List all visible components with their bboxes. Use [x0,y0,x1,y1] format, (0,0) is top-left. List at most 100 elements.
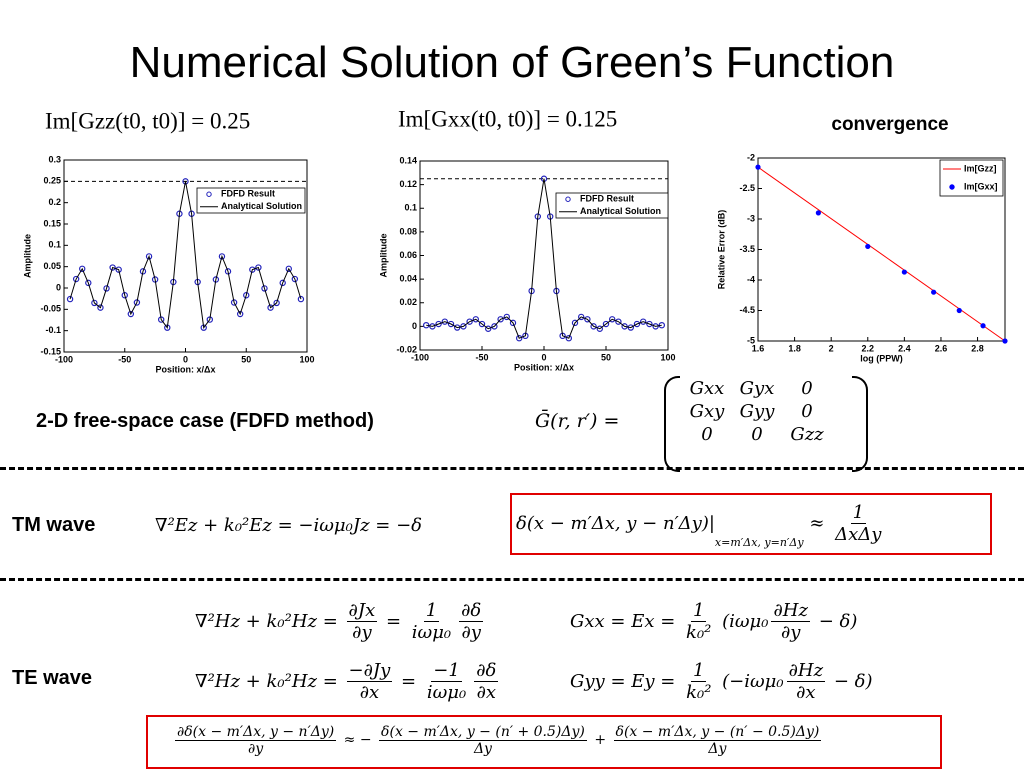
y-tick-label: -4 [747,274,755,284]
equation: ∂δ(x − m′Δx, y − n′Δy) ∂y ≈ − δ(x − m′Δx,… [172,717,824,763]
data-point [249,266,256,273]
data-point [485,325,492,332]
legend-label: Analytical Solution [221,201,302,211]
data-point [447,320,455,328]
data-point [236,310,244,318]
y-tick-label: -0.05 [40,304,61,314]
x-tick-label: 2.2 [862,343,875,353]
y-tick-label: 0.25 [43,176,61,186]
y-tick-label: 0.14 [399,155,417,165]
y-tick-label: -2.5 [739,183,755,193]
x-tick-label: 2.6 [935,343,948,353]
data-point [571,319,579,327]
math-text: (−iωμ₀ [716,670,784,692]
chart-title: Im[Gzz(t0, t0)] = 0.25 [45,108,250,133]
data-point [291,275,299,283]
legend-symbol [565,196,571,202]
math-text: − δ) [828,670,873,692]
fraction: ∂Hz ∂x [786,659,826,703]
x-tick-label: 1.6 [752,343,765,353]
data-point [516,334,523,342]
data-point [578,313,585,321]
y-tick-label: 0.12 [399,179,417,189]
data-point [466,318,473,325]
y-tick-label: -0.1 [45,325,61,335]
data-point [127,310,135,318]
x-tick-label: 0 [183,354,188,364]
numerator: δ(x − m′Δx, y − (n′ − 0.5)Δy) [613,723,822,741]
y-tick-label: 0 [412,321,417,331]
numerator: 1 [850,501,867,524]
data-point [91,299,98,307]
data-point [297,295,305,303]
data-point [980,323,986,329]
numerator: 1 [423,599,440,622]
numerator: δ(x − m′Δx, y − (n′ + 0.5)Δy) [379,723,587,741]
numerator: 1 [690,599,707,622]
x-tick-label: 1.8 [788,343,801,353]
data-point [865,243,871,250]
denominator: k₀² [686,621,712,643]
matrix-entry: Gyy [739,401,775,422]
y-tick-label: -2 [747,152,755,162]
fraction: −1 iωμ₀ [425,660,468,703]
x-tick-label: 2.8 [971,343,984,353]
data-point [596,325,604,332]
separator [0,467,1024,470]
data-point [956,307,962,314]
y-tick-label: 0.3 [48,154,61,164]
data-point [815,210,821,216]
data-point [602,320,610,328]
denominator: ∂x [476,681,497,703]
data-point [646,320,653,328]
x-axis-label: Position: x/Δx [156,364,216,374]
legend-box [555,192,669,219]
data-point [509,319,517,327]
denominator: ∂x [359,681,380,703]
highlight-box [510,493,992,555]
data-point [273,299,280,307]
legend-label: Analytical Solution [580,206,661,216]
y-tick-label: 0 [56,282,61,292]
data-point [584,316,591,323]
slide-title: Numerical Solution of Green’s Function [129,38,895,87]
x-tick-label: -100 [55,354,73,364]
equation: δ(x − m′Δx, y − n′Δy)| x=m′Δx, y=n′Δy ≈ 1… [516,497,886,550]
fraction: ∂δ(x − m′Δx, y − n′Δy) ∂y [175,724,337,757]
fraction: ∂Jx ∂y [346,600,378,643]
data-point [85,279,92,287]
data-point [609,316,616,323]
fraction: 1 k₀² [684,600,713,643]
denominator: k₀² [686,681,712,703]
y-tick-label: 0.02 [399,297,417,307]
y-tick-label: 0.08 [399,226,417,236]
data-point [590,323,597,330]
equation: Gxx = Ex = 1 k₀² (iωμ₀ ∂Hz ∂y − δ) [570,593,857,649]
fraction: 1 k₀² [684,660,713,703]
denominator: iωμ₀ [411,621,452,643]
data-point [491,323,498,330]
matrix-entry: 0 [801,378,813,399]
x-axis-label: log (PPW) [860,353,903,363]
data-point [478,320,486,328]
math-text: ∇²Hz + k₀²Hz = [195,670,344,692]
plot-frame [419,160,669,351]
math-text: − δ) [812,610,858,632]
chart-title: Im[Gxx(t0, t0)] = 0.125 [398,106,617,131]
matrix-entry: 0 [801,401,813,422]
data-point [79,265,86,272]
x-tick-label: 50 [241,354,251,364]
series-line [69,181,302,329]
math-text: ∇²Hz + k₀²Hz = [195,610,344,632]
matrix-entry: Gzz [790,424,824,445]
numerator: ∂Hz [786,659,826,682]
data-point [503,313,510,321]
equation: ∇²Ez + k₀²Ez = −iωμ₀Jz = −δ [155,515,422,536]
matrix-lhs: Ḡ(r, r′) = [535,410,620,432]
x-tick-label: -100 [411,352,429,362]
legend-label: Im[Gxx] [964,181,998,191]
denominator: ∂y [352,621,372,643]
te-label: TE wave [12,667,93,689]
paren [664,376,680,472]
caption: 2-D free-space case (FDFD method) [36,410,374,432]
